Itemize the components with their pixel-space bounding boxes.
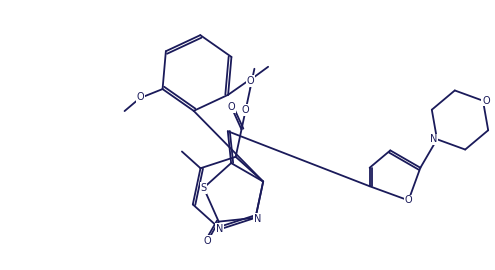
Text: N: N [216,224,223,234]
Text: O: O [247,76,254,86]
Text: O: O [137,92,145,102]
Text: O: O [204,236,211,246]
Text: N: N [254,214,261,224]
Text: O: O [482,96,490,106]
Text: O: O [242,105,249,115]
Text: O: O [405,195,412,205]
Text: O: O [228,102,235,112]
Text: N: N [430,134,438,144]
Text: S: S [200,183,207,193]
